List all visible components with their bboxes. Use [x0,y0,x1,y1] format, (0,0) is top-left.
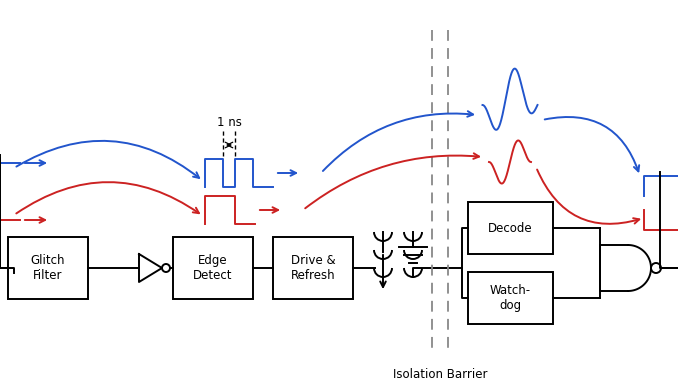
Text: Drive &
Refresh: Drive & Refresh [291,254,336,282]
Text: Decode: Decode [488,222,533,234]
Text: Isolation Barrier: Isolation Barrier [393,368,487,381]
Text: Glitch
Filter: Glitch Filter [31,254,65,282]
Bar [273,237,353,299]
Bar [173,237,253,299]
Text: Watch-
dog: Watch- dog [490,284,531,312]
Text: 1 ns: 1 ns [216,116,241,129]
Bar [8,237,88,299]
Bar [468,202,553,254]
Text: Edge
Detect: Edge Detect [193,254,233,282]
Bar [468,272,553,324]
